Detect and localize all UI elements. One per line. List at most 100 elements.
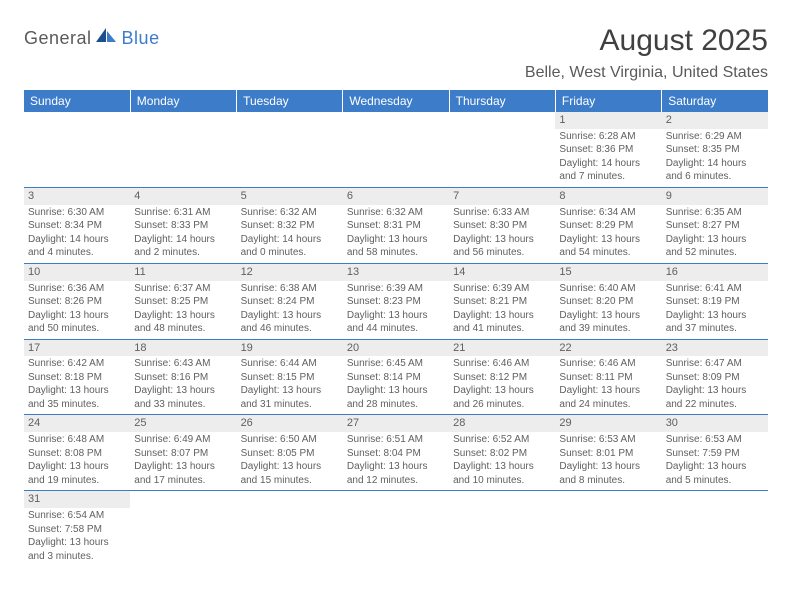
- sunrise-text: Sunrise: 6:49 AM: [134, 433, 232, 447]
- sunset-text: Sunset: 8:27 PM: [666, 219, 764, 233]
- sunrise-text: Sunrise: 6:33 AM: [453, 206, 551, 220]
- daylight-text: Daylight: 13 hours and 58 minutes.: [347, 233, 445, 260]
- day-number-cell: [343, 112, 449, 129]
- sunrise-text: Sunrise: 6:41 AM: [666, 282, 764, 296]
- sunset-text: Sunset: 8:16 PM: [134, 371, 232, 385]
- day-data-cell: [449, 129, 555, 188]
- day-number-cell: [130, 112, 236, 129]
- day-data-cell: [662, 508, 768, 566]
- day-data-row: Sunrise: 6:54 AMSunset: 7:58 PMDaylight:…: [24, 508, 768, 566]
- day-number-cell: [662, 491, 768, 508]
- sunrise-text: Sunrise: 6:39 AM: [453, 282, 551, 296]
- day-number-cell: 15: [555, 263, 661, 280]
- day-data-cell: Sunrise: 6:53 AMSunset: 8:01 PMDaylight:…: [555, 432, 661, 491]
- sunrise-text: Sunrise: 6:53 AM: [666, 433, 764, 447]
- daylight-text: Daylight: 14 hours and 4 minutes.: [28, 233, 126, 260]
- day-data-cell: Sunrise: 6:41 AMSunset: 8:19 PMDaylight:…: [662, 281, 768, 340]
- title-block: August 2025 Belle, West Virginia, United…: [525, 24, 768, 82]
- day-data-cell: Sunrise: 6:39 AMSunset: 8:21 PMDaylight:…: [449, 281, 555, 340]
- sunrise-text: Sunrise: 6:50 AM: [241, 433, 339, 447]
- day-number-cell: 8: [555, 187, 661, 204]
- sunrise-text: Sunrise: 6:53 AM: [559, 433, 657, 447]
- daylight-text: Daylight: 13 hours and 15 minutes.: [241, 460, 339, 487]
- sunrise-text: Sunrise: 6:47 AM: [666, 357, 764, 371]
- daylight-text: Daylight: 14 hours and 6 minutes.: [666, 157, 764, 184]
- day-number-cell: [237, 112, 343, 129]
- daylight-text: Daylight: 13 hours and 3 minutes.: [28, 536, 126, 563]
- calendar-table: SundayMondayTuesdayWednesdayThursdayFrid…: [24, 90, 768, 566]
- day-data-cell: Sunrise: 6:44 AMSunset: 8:15 PMDaylight:…: [237, 356, 343, 415]
- brand-part1: General: [24, 28, 92, 49]
- sunset-text: Sunset: 8:31 PM: [347, 219, 445, 233]
- daylight-text: Daylight: 13 hours and 50 minutes.: [28, 309, 126, 336]
- day-data-cell: Sunrise: 6:47 AMSunset: 8:09 PMDaylight:…: [662, 356, 768, 415]
- sunrise-text: Sunrise: 6:34 AM: [559, 206, 657, 220]
- day-number-cell: 30: [662, 415, 768, 432]
- day-number-row: 12: [24, 112, 768, 129]
- sunrise-text: Sunrise: 6:44 AM: [241, 357, 339, 371]
- sunset-text: Sunset: 8:18 PM: [28, 371, 126, 385]
- sunrise-text: Sunrise: 6:46 AM: [453, 357, 551, 371]
- sunset-text: Sunset: 8:19 PM: [666, 295, 764, 309]
- sunset-text: Sunset: 8:29 PM: [559, 219, 657, 233]
- day-data-cell: [130, 508, 236, 566]
- day-data-cell: Sunrise: 6:46 AMSunset: 8:11 PMDaylight:…: [555, 356, 661, 415]
- daylight-text: Daylight: 13 hours and 26 minutes.: [453, 384, 551, 411]
- sunrise-text: Sunrise: 6:32 AM: [347, 206, 445, 220]
- day-number-cell: 26: [237, 415, 343, 432]
- daylight-text: Daylight: 13 hours and 5 minutes.: [666, 460, 764, 487]
- sunrise-text: Sunrise: 6:36 AM: [28, 282, 126, 296]
- daylight-text: Daylight: 13 hours and 33 minutes.: [134, 384, 232, 411]
- weekday-header: Saturday: [662, 90, 768, 112]
- day-number-cell: [449, 491, 555, 508]
- day-number-cell: 29: [555, 415, 661, 432]
- sunset-text: Sunset: 8:09 PM: [666, 371, 764, 385]
- day-number-cell: 28: [449, 415, 555, 432]
- weekday-header: Wednesday: [343, 90, 449, 112]
- day-number-cell: [343, 491, 449, 508]
- day-data-cell: Sunrise: 6:37 AMSunset: 8:25 PMDaylight:…: [130, 281, 236, 340]
- daylight-text: Daylight: 14 hours and 2 minutes.: [134, 233, 232, 260]
- day-data-row: Sunrise: 6:48 AMSunset: 8:08 PMDaylight:…: [24, 432, 768, 491]
- day-data-cell: Sunrise: 6:29 AMSunset: 8:35 PMDaylight:…: [662, 129, 768, 188]
- weekday-header: Sunday: [24, 90, 130, 112]
- daylight-text: Daylight: 13 hours and 54 minutes.: [559, 233, 657, 260]
- day-data-cell: Sunrise: 6:31 AMSunset: 8:33 PMDaylight:…: [130, 205, 236, 264]
- sunset-text: Sunset: 8:04 PM: [347, 447, 445, 461]
- day-data-cell: Sunrise: 6:32 AMSunset: 8:31 PMDaylight:…: [343, 205, 449, 264]
- daylight-text: Daylight: 13 hours and 46 minutes.: [241, 309, 339, 336]
- day-data-cell: Sunrise: 6:38 AMSunset: 8:24 PMDaylight:…: [237, 281, 343, 340]
- day-data-cell: Sunrise: 6:45 AMSunset: 8:14 PMDaylight:…: [343, 356, 449, 415]
- day-number-cell: [237, 491, 343, 508]
- header: General Blue August 2025 Belle, West Vir…: [24, 24, 768, 82]
- day-number-cell: 31: [24, 491, 130, 508]
- daylight-text: Daylight: 13 hours and 48 minutes.: [134, 309, 232, 336]
- sunset-text: Sunset: 7:59 PM: [666, 447, 764, 461]
- sunset-text: Sunset: 8:35 PM: [666, 143, 764, 157]
- day-number-row: 17181920212223: [24, 339, 768, 356]
- sunrise-text: Sunrise: 6:51 AM: [347, 433, 445, 447]
- day-data-cell: [343, 129, 449, 188]
- day-number-cell: 27: [343, 415, 449, 432]
- weekday-header: Friday: [555, 90, 661, 112]
- day-number-cell: 14: [449, 263, 555, 280]
- sunset-text: Sunset: 8:15 PM: [241, 371, 339, 385]
- day-number-cell: 19: [237, 339, 343, 356]
- sunrise-text: Sunrise: 6:35 AM: [666, 206, 764, 220]
- sunrise-text: Sunrise: 6:31 AM: [134, 206, 232, 220]
- sunset-text: Sunset: 8:30 PM: [453, 219, 551, 233]
- sunset-text: Sunset: 8:02 PM: [453, 447, 551, 461]
- sunrise-text: Sunrise: 6:42 AM: [28, 357, 126, 371]
- sunrise-text: Sunrise: 6:48 AM: [28, 433, 126, 447]
- day-data-cell: Sunrise: 6:28 AMSunset: 8:36 PMDaylight:…: [555, 129, 661, 188]
- day-number-cell: 11: [130, 263, 236, 280]
- daylight-text: Daylight: 13 hours and 37 minutes.: [666, 309, 764, 336]
- day-number-cell: 9: [662, 187, 768, 204]
- day-number-cell: 12: [237, 263, 343, 280]
- weekday-header: Tuesday: [237, 90, 343, 112]
- day-data-cell: [24, 129, 130, 188]
- daylight-text: Daylight: 13 hours and 56 minutes.: [453, 233, 551, 260]
- day-number-cell: 4: [130, 187, 236, 204]
- day-number-cell: 24: [24, 415, 130, 432]
- day-number-row: 3456789: [24, 187, 768, 204]
